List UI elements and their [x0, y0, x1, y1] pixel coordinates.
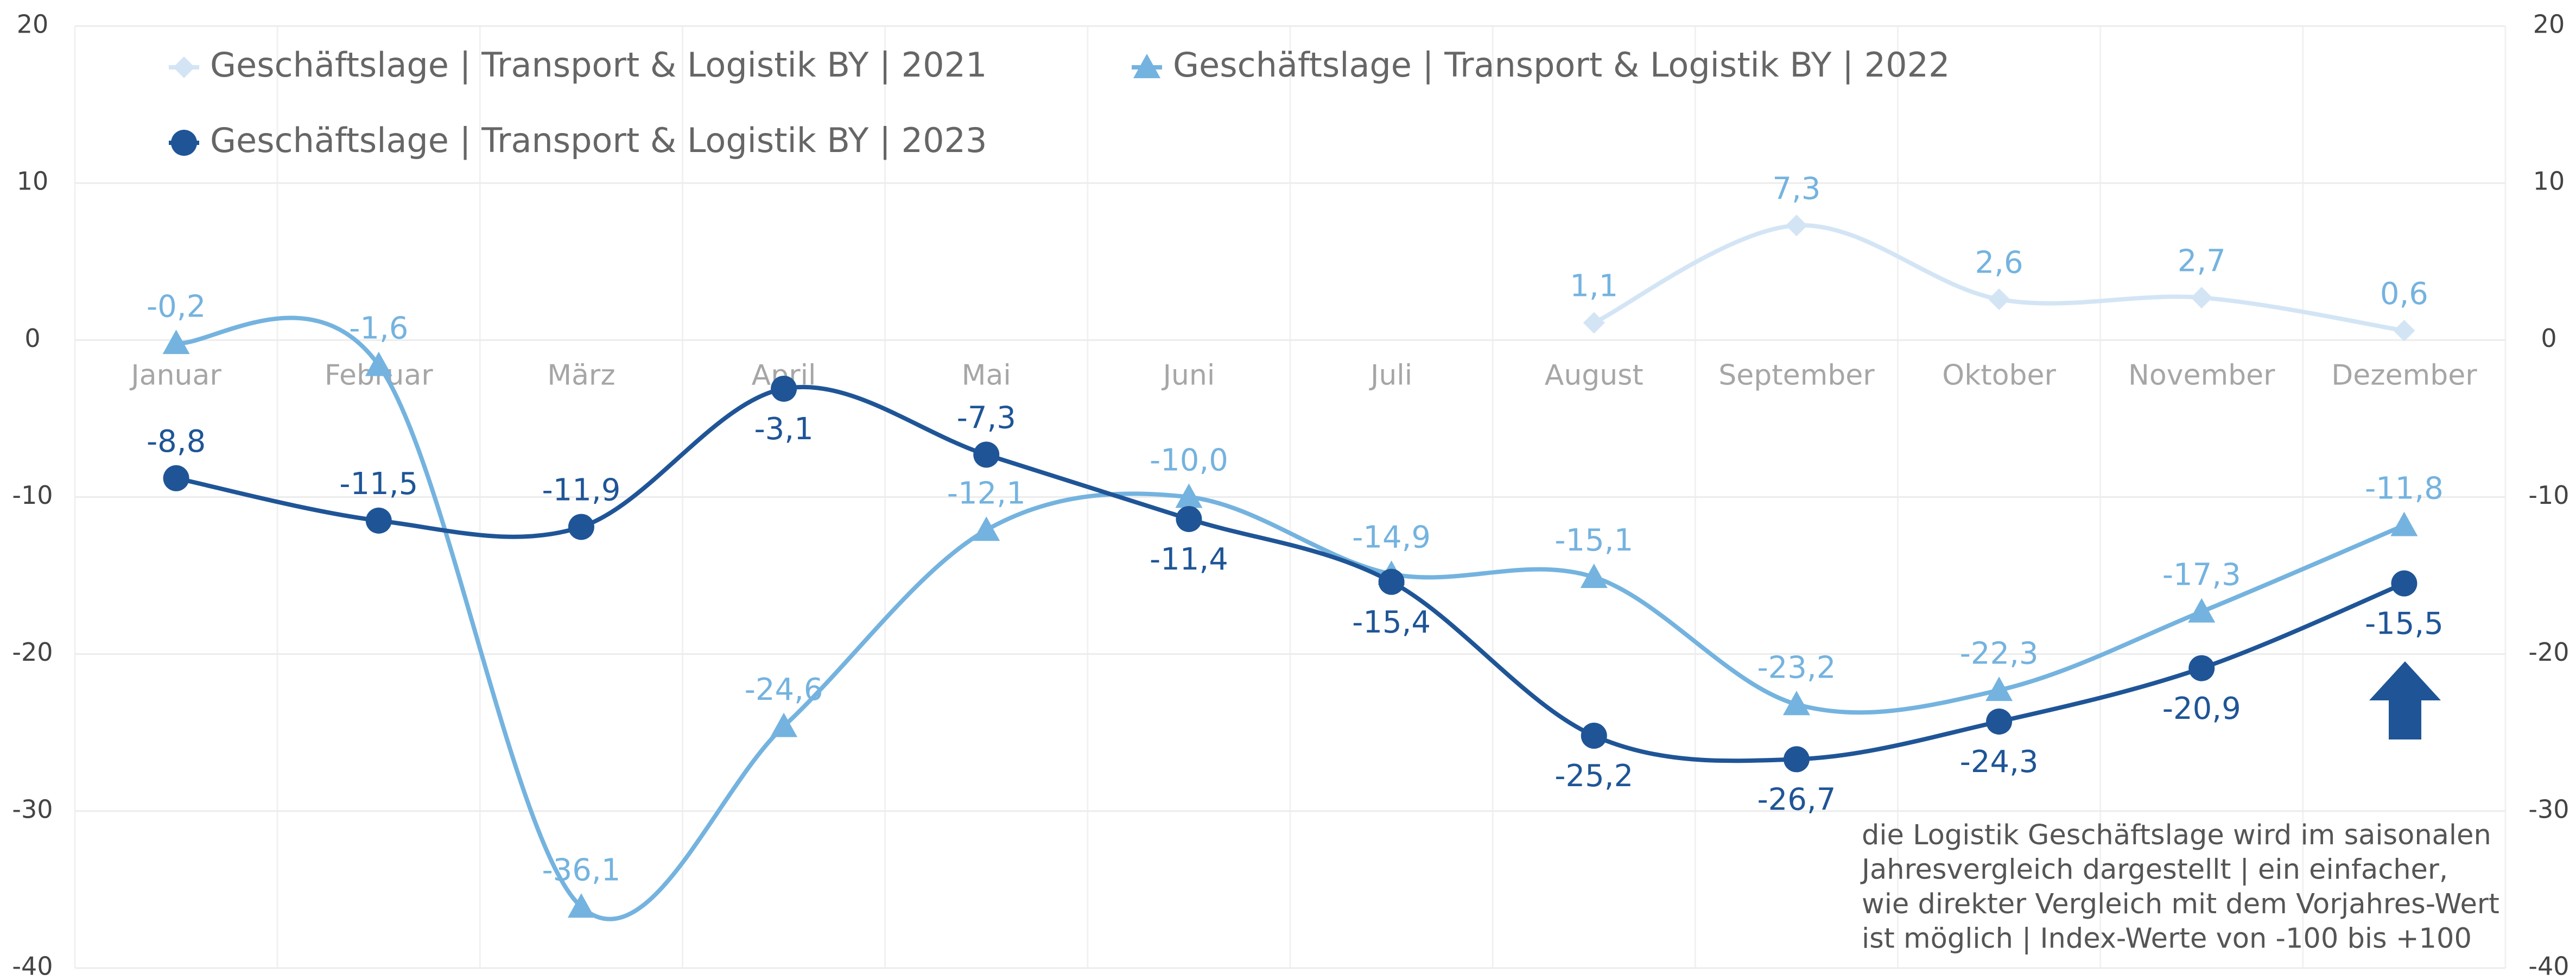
marker: [1985, 676, 2013, 701]
marker: [1175, 483, 1203, 508]
y2-tick-label: 10: [2533, 167, 2565, 196]
y2-tick-label: -40: [2528, 952, 2569, 980]
legend-label: Geschäftslage | Transport & Logistik BY …: [210, 121, 987, 161]
marker: [973, 441, 1000, 468]
y-tick-label: -10: [12, 480, 53, 510]
marker: [1785, 214, 1807, 237]
marker: [171, 130, 197, 156]
marker: [1378, 568, 1405, 595]
data-label: -11,4: [1150, 542, 1228, 577]
data-label: -11,5: [339, 466, 418, 502]
marker: [2188, 598, 2216, 623]
x-tick-label: August: [1545, 359, 1644, 391]
data-label: -24,6: [745, 672, 823, 707]
data-label: -10,0: [1150, 443, 1228, 478]
data-label: -36,1: [542, 852, 620, 888]
marker: [365, 351, 392, 376]
marker: [771, 375, 797, 402]
y-tick-label: 10: [17, 167, 49, 196]
data-label: -24,3: [1960, 744, 2039, 780]
data-label: -15,1: [1555, 523, 1633, 558]
marker: [2390, 511, 2418, 536]
data-label: -22,3: [1960, 636, 2039, 671]
marker: [2191, 287, 2213, 309]
data-label: -25,2: [1555, 758, 1633, 794]
marker: [1581, 723, 1607, 749]
marker: [1580, 563, 1608, 588]
annotation-line: die Logistik Geschäftslage wird im saiso…: [1862, 819, 2491, 851]
y-tick-label: -30: [12, 794, 53, 824]
data-label: -15,4: [1352, 605, 1431, 640]
annotation-line: Jahresvergleich dargestellt | ein einfac…: [1860, 854, 2448, 886]
data-label: -12,1: [947, 476, 1026, 511]
marker: [2391, 570, 2418, 597]
data-label: 2,7: [2178, 243, 2226, 279]
data-label: -26,7: [1757, 782, 1836, 818]
y-tick-label: 20: [17, 10, 49, 39]
marker: [1583, 312, 1605, 334]
x-tick-label: November: [2128, 359, 2275, 391]
data-label: -11,8: [2365, 471, 2444, 507]
legend-item: Geschäftslage | Transport & Logistik BY …: [169, 121, 987, 161]
data-label: -1,6: [349, 311, 408, 346]
y2-tick-label: 20: [2533, 10, 2565, 39]
marker: [163, 465, 189, 491]
annotation-line: wie direkter Vergleich mit dem Vorjahres…: [1862, 888, 2499, 920]
x-tick-label: Dezember: [2331, 359, 2477, 391]
data-label: -14,9: [1352, 520, 1431, 555]
marker: [173, 56, 195, 78]
legend-label: Geschäftslage | Transport & Logistik BY …: [210, 45, 987, 85]
y2-tick-label: -20: [2528, 637, 2569, 667]
y2-tick-label: -10: [2528, 480, 2569, 510]
data-label: -8,8: [147, 424, 206, 459]
x-tick-label: März: [547, 359, 615, 391]
data-label: -7,3: [957, 401, 1016, 436]
marker: [567, 893, 595, 918]
legend-item: Geschäftslage | Transport & Logistik BY …: [169, 45, 987, 85]
marker: [162, 330, 190, 355]
data-label: -11,9: [542, 473, 620, 508]
data-label: -0,2: [147, 289, 206, 324]
data-label: -23,2: [1757, 650, 1836, 685]
marker: [770, 712, 798, 737]
marker: [2188, 655, 2215, 681]
x-tick-label: Januar: [129, 359, 221, 391]
marker: [1988, 288, 2010, 311]
legend-item: Geschäftslage | Transport & Logistik BY …: [1132, 45, 1950, 85]
data-label: -20,9: [2162, 691, 2241, 726]
data-label: 0,6: [2380, 276, 2428, 312]
marker: [1782, 691, 1810, 716]
marker: [1133, 54, 1160, 78]
data-label: -15,5: [2365, 606, 2444, 642]
data-label: -3,1: [754, 412, 813, 447]
x-tick-label: Juni: [1162, 359, 1215, 391]
data-label: 1,1: [1570, 269, 1618, 304]
y-tick-label: -40: [12, 952, 53, 980]
y2-tick-label: -30: [2528, 794, 2569, 824]
marker: [1783, 746, 1810, 773]
marker: [973, 516, 1000, 541]
y-tick-label: -20: [12, 637, 53, 667]
x-tick-label: Oktober: [1942, 359, 2056, 391]
x-tick-label: Juli: [1369, 359, 1412, 391]
series-line: [175, 384, 2405, 763]
marker: [2393, 319, 2415, 342]
up-arrow-icon: [2369, 661, 2441, 739]
y-tick-label: 0: [24, 324, 40, 353]
marker: [365, 507, 392, 534]
x-tick-label: September: [1718, 359, 1875, 391]
x-tick-label: Mai: [962, 359, 1011, 391]
legend-label: Geschäftslage | Transport & Logistik BY …: [1173, 45, 1950, 85]
marker: [1986, 709, 2013, 735]
y2-tick-label: 0: [2541, 324, 2556, 353]
data-label: -17,3: [2162, 558, 2241, 593]
data-label: 7,3: [1772, 171, 1820, 206]
data-label: 2,6: [1975, 245, 2023, 280]
marker: [568, 514, 594, 540]
marker: [1176, 505, 1202, 532]
annotation-line: ist möglich | Index-Werte von -100 bis +…: [1862, 923, 2472, 955]
